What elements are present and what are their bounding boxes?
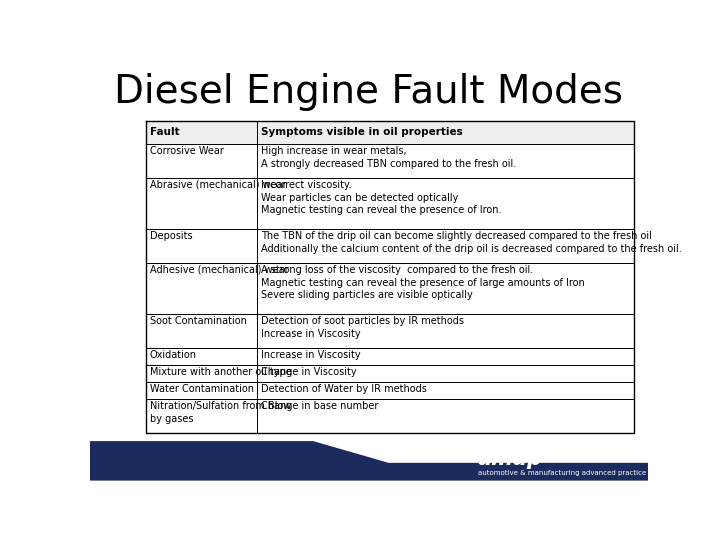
Bar [145,399,634,433]
Bar [145,121,634,144]
Text: Fault: Fault [150,127,179,137]
Text: A strong loss of the viscosity  compared to the fresh oil.
Magnetic testing can : A strong loss of the viscosity compared … [261,265,585,300]
Text: Diesel Engine Fault Modes: Diesel Engine Fault Modes [114,73,624,111]
Text: Corrosive Wear: Corrosive Wear [150,146,224,156]
Text: Detection of soot particles by IR methods
Increase in Viscosity: Detection of soot particles by IR method… [261,316,464,339]
Text: Increase in Viscosity: Increase in Viscosity [261,350,361,360]
Text: The TBN of the drip oil can become slightly decreased compared to the fresh oil
: The TBN of the drip oil can become sligh… [261,231,682,254]
Bar [145,348,634,365]
Polygon shape [90,441,648,481]
Text: Change in Viscosity: Change in Viscosity [261,367,357,377]
Text: Deposits: Deposits [150,231,192,241]
Text: University of
Sunderland: University of Sunderland [556,443,609,464]
Bar [145,144,634,178]
Text: Nitration/Sulfation from Blow
by gases: Nitration/Sulfation from Blow by gases [150,401,291,424]
Text: High increase in wear metals,
A strongly decreased TBN compared to the fresh oil: High increase in wear metals, A strongly… [261,146,516,168]
Bar [145,382,634,399]
Bar [145,263,634,314]
Text: Abrasive (mechanical) wear: Abrasive (mechanical) wear [150,180,287,190]
Text: Adhesive (mechanical) wear: Adhesive (mechanical) wear [150,265,288,275]
Text: Detection of Water by IR methods: Detection of Water by IR methods [261,384,427,394]
Text: Water Contamination: Water Contamination [150,384,253,394]
Text: Symptoms visible in oil properties: Symptoms visible in oil properties [261,127,463,137]
Text: amap: amap [478,449,543,469]
Text: automotive & manufacturing advanced practice: automotive & manufacturing advanced prac… [478,470,646,476]
Text: Oxidation: Oxidation [150,350,197,360]
Bar [145,314,634,348]
Text: Soot Contamination: Soot Contamination [150,316,246,326]
Text: Incorrect viscosity.
Wear particles can be detected optically
Magnetic testing c: Incorrect viscosity. Wear particles can … [261,180,502,215]
Bar [145,229,634,263]
Bar [145,178,634,229]
Text: Change in base number: Change in base number [261,401,379,411]
Text: Mixture with another oil type: Mixture with another oil type [150,367,292,377]
Bar [145,365,634,382]
